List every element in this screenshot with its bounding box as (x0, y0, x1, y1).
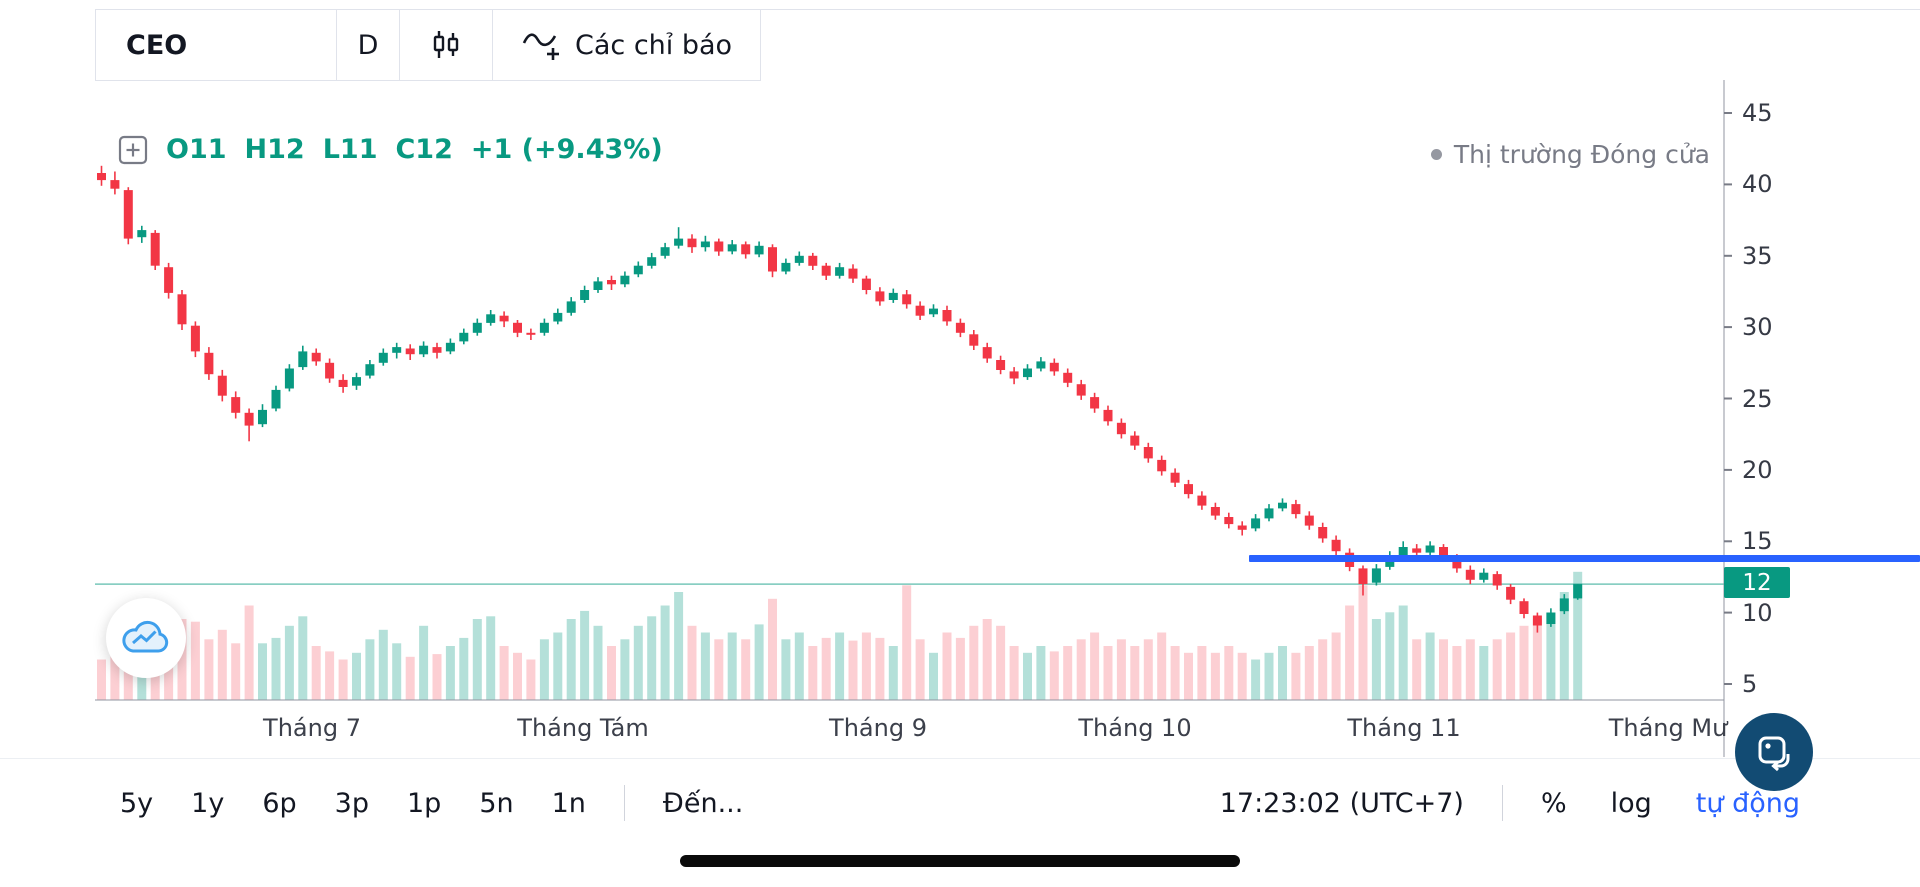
time-axis-label: Tháng 7 (263, 714, 361, 742)
range-button-1p[interactable]: 1p (407, 787, 442, 819)
range-buttons: 5y 1y 6p 3p 1p 5n 1n (120, 788, 586, 819)
divider (492, 10, 493, 80)
market-status-dot (1430, 149, 1442, 160)
legend-change: +1 (+9.43%) (470, 134, 663, 165)
add-symbol-icon[interactable] (118, 135, 148, 165)
time-axis-label: Tháng 11 (1347, 714, 1461, 742)
time-axis-label: Tháng 9 (829, 714, 927, 742)
symbol-button[interactable]: CEO (96, 10, 336, 80)
price-axis-label: 45 (1742, 99, 1773, 127)
range-button-1n[interactable]: 1n (551, 787, 586, 819)
snapshot-icon (1758, 736, 1790, 772)
percent-scale-button[interactable]: % (1540, 787, 1567, 819)
legend-open: O11 (166, 134, 227, 165)
horizontal-ray[interactable] (1249, 554, 1920, 562)
legend-low: L11 (322, 134, 378, 165)
auto-scale-button[interactable]: tự động (1695, 787, 1800, 819)
home-indicator[interactable] (680, 855, 1240, 867)
market-status: Thị trường Đóng cửa (1430, 140, 1710, 169)
price-axis-label: 35 (1742, 241, 1773, 270)
indicators-label: Các chỉ báo (575, 29, 733, 61)
legend-high: H12 (244, 134, 305, 165)
cloud-icon (122, 620, 169, 653)
price-axis-label: 30 (1742, 313, 1773, 342)
log-scale-button[interactable]: log (1610, 787, 1652, 819)
divider (399, 10, 400, 80)
range-button-5n[interactable]: 5n (479, 787, 514, 819)
chart-action-button[interactable] (1735, 713, 1813, 791)
divider (1501, 785, 1503, 821)
bottom-toolbar: 5y 1y 6p 3p 1p 5n 1n Đến... 17:23:02 (UTC+7) %… (0, 770, 1920, 836)
price-axis-label: 25 (1742, 384, 1773, 413)
last-price-tag: 12 (1724, 567, 1790, 599)
indicators-icon (522, 33, 559, 60)
symbol-label: CEO (126, 29, 188, 61)
axes (95, 80, 1732, 757)
interval-label: D (357, 29, 379, 61)
interval-button[interactable]: D (337, 10, 399, 80)
range-button-3p[interactable]: 3p (334, 787, 369, 819)
time-axis[interactable]: Tháng 7 Tháng Tám Tháng 9 Tháng 10 Tháng 11 T… (0, 714, 1920, 750)
separator-line (0, 758, 1920, 759)
price-axis-label: 15 (1742, 527, 1773, 556)
market-status-label: Thị trường Đóng cửa (1453, 140, 1710, 169)
time-axis-label: Tháng 10 (1078, 714, 1192, 742)
price-axis-label: 5 (1742, 670, 1758, 698)
ohlc-legend: O11 H12 L11 C12 +1 (+9.43%) (118, 134, 663, 165)
candles (97, 165, 1583, 633)
goto-button[interactable]: Đến... (662, 787, 744, 819)
cloud-button[interactable] (106, 598, 186, 678)
time-axis-label: Tháng Tám (517, 714, 649, 742)
range-button-5y[interactable]: 5y (120, 787, 154, 819)
last-price-value: 12 (1742, 569, 1772, 596)
top-border (95, 9, 1920, 10)
price-axis-label: 40 (1742, 170, 1773, 199)
divider (336, 10, 337, 80)
volume-bars (97, 571, 1583, 701)
legend-close: C12 (395, 134, 453, 165)
divider (623, 785, 625, 821)
range-button-6p[interactable]: 6p (262, 787, 297, 819)
range-button-1y[interactable]: 1y (191, 787, 225, 819)
time-axis-label: Tháng Mư (1608, 714, 1728, 742)
candlestick-icon (433, 31, 459, 58)
top-toolbar: CEO D Các chỉ báo (95, 9, 762, 81)
ohlc-values: O11 H12 L11 C12 +1 (+9.43%) (166, 134, 663, 165)
price-axis-label: 10 (1742, 598, 1773, 627)
indicators-button[interactable]: Các chỉ báo (493, 10, 760, 80)
price-axis-label: 20 (1742, 455, 1773, 484)
price-axis[interactable]: 45 40 35 30 25 20 15 10 5 (1742, 0, 1822, 887)
chart-type-button[interactable] (400, 10, 492, 80)
clock[interactable]: 17:23:02 (UTC+7) (1219, 787, 1464, 819)
